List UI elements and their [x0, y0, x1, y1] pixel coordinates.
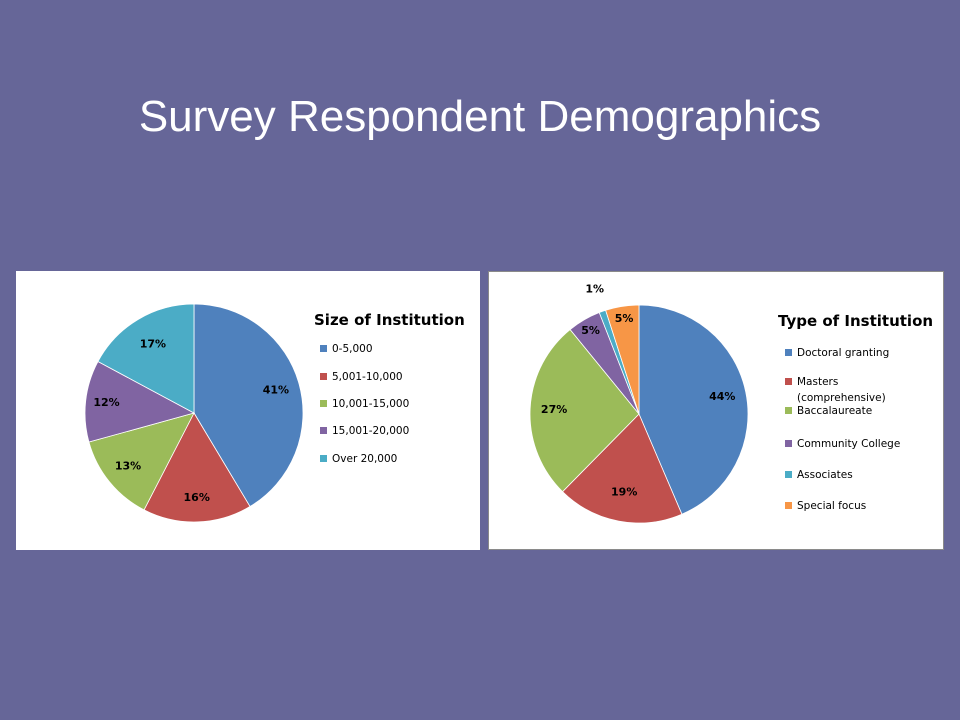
legend-swatch: [320, 400, 327, 407]
legend-label: Masters (comprehensive): [797, 376, 886, 404]
legend-label: 5,001-10,000: [332, 371, 403, 383]
legend-label: Associates: [797, 469, 853, 481]
slice-label: 16%: [184, 491, 210, 504]
legend-swatch: [320, 427, 327, 434]
legend-swatch: [320, 373, 327, 380]
legend-swatch: [320, 455, 327, 462]
legend-swatch: [785, 440, 792, 447]
pie-slice: [529, 328, 640, 493]
slice-label: 27%: [541, 403, 567, 416]
legend-label: 0-5,000: [332, 343, 373, 355]
legend-label: 15,001-20,000: [332, 425, 410, 437]
slice-label: 19%: [611, 486, 637, 499]
slice-label: 13%: [115, 460, 141, 473]
legend-swatch: [785, 349, 792, 356]
pie-slice: [638, 304, 749, 515]
legend-swatch: [785, 471, 792, 478]
chart-title: Type of Institution: [778, 312, 934, 330]
size-pie-svg: 41% 16% 13% 12% 17%: [84, 303, 304, 523]
slide-title: Survey Respondent Demographics: [138, 92, 822, 141]
legend-label: 10,001-15,000: [332, 398, 410, 410]
slice-label: 17%: [140, 337, 166, 350]
legend-label: Doctoral granting: [797, 347, 890, 359]
legend-label: Community College: [797, 438, 901, 450]
slice-label: 5%: [615, 312, 634, 325]
pie-slice: [605, 304, 640, 415]
pie-slice: [193, 303, 304, 508]
pie-slice: [561, 413, 683, 524]
legend-swatch: [785, 407, 792, 414]
legend-swatch: [785, 502, 792, 509]
legend-swatch: [320, 345, 327, 352]
legend-label: Over 20,000: [332, 453, 398, 465]
slice-label: 1%: [585, 283, 604, 296]
type-of-institution-chart: 44% 19% 27% 5% 1% 5% Type of Institution Doct…: [488, 271, 944, 550]
slice-label: 41%: [263, 383, 289, 396]
slice-label: 5%: [581, 324, 600, 337]
slice-label: 44%: [709, 390, 735, 403]
pie-slice: [88, 412, 195, 511]
slice-label: 12%: [93, 396, 119, 409]
chart-title: Size of Institution: [314, 311, 465, 329]
pie-slice: [143, 412, 251, 523]
legend-label: Special focus: [797, 500, 867, 512]
legend-label: Baccalaureate: [797, 405, 873, 417]
size-of-institution-chart: 41% 16% 13% 12% 17% Size of Institution 0-5,…: [16, 271, 480, 550]
pie-slice: [84, 360, 196, 443]
pie-slice: [97, 303, 195, 414]
type-pie-svg: 44% 19% 27% 5% 1% 5%: [529, 283, 749, 524]
legend-swatch: [785, 378, 792, 385]
